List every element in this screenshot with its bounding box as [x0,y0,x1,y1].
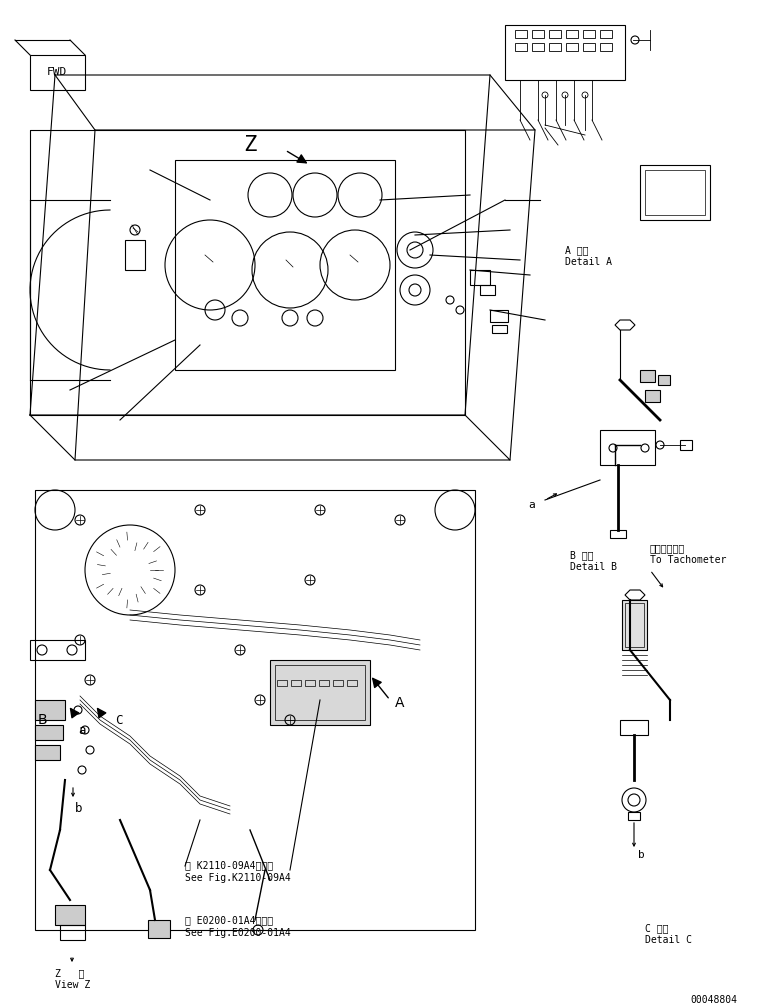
Text: A 詳細: A 詳細 [565,245,588,255]
Bar [583,30,595,38]
Bar [35,725,63,740]
Bar [600,43,612,51]
Bar [470,270,490,285]
Bar [532,30,544,38]
Bar [490,310,508,322]
Bar [549,30,561,38]
Bar [515,43,527,51]
Bar [505,25,625,80]
Bar [622,600,647,650]
Text: Detail A: Detail A [565,257,612,267]
Bar [305,680,315,686]
Bar [125,240,145,270]
Text: 第 K2110-09A4図参照: 第 K2110-09A4図参照 [185,860,273,870]
Bar [532,43,544,51]
Bar [35,490,475,930]
Bar [148,920,170,938]
Text: b: b [638,850,645,860]
Text: B 詳細: B 詳細 [570,550,594,560]
Bar [600,30,612,38]
Bar [645,390,660,402]
Text: C 詳細: C 詳細 [645,923,668,933]
Bar [640,370,655,382]
Bar [680,440,692,450]
Bar [319,680,329,686]
Bar [275,665,365,720]
Bar [600,430,655,465]
Bar [55,905,85,925]
Bar [566,43,578,51]
Text: タコメータへ: タコメータへ [650,543,686,553]
Text: See Fig.K2110-09A4: See Fig.K2110-09A4 [185,873,291,883]
Text: 00048804: 00048804 [690,995,737,1005]
Text: b: b [75,801,83,814]
Bar [640,165,710,220]
Text: a: a [78,724,86,737]
Bar [625,603,644,647]
Text: A: A [395,696,404,710]
Bar [277,680,287,686]
Text: Detail B: Detail B [570,562,617,572]
Bar [583,43,595,51]
Bar [30,640,85,660]
Bar [645,170,705,215]
Bar [35,745,60,760]
Text: Z   視: Z 視 [55,968,84,978]
Bar [620,720,648,735]
Text: a: a [528,500,535,510]
Bar [515,30,527,38]
Bar [270,660,370,725]
Bar [175,160,395,370]
Text: View Z: View Z [55,980,90,990]
Text: B: B [38,713,48,727]
Bar [566,30,578,38]
Bar [549,43,561,51]
Bar [480,285,495,295]
Bar [60,925,85,940]
Text: Z: Z [243,135,257,155]
Bar [333,680,343,686]
Text: To Tachometer: To Tachometer [650,555,726,565]
Bar [347,680,357,686]
Text: C: C [115,714,122,727]
Bar [610,530,626,538]
Bar [291,680,301,686]
Bar [35,700,65,720]
Text: See Fig.E0200-01A4: See Fig.E0200-01A4 [185,928,291,938]
Bar [30,55,85,90]
Text: 第 E0200-01A4図参照: 第 E0200-01A4図参照 [185,915,273,925]
Bar [492,325,507,333]
Text: Detail C: Detail C [645,935,692,946]
Text: FWD: FWD [47,67,67,77]
Bar [658,375,670,385]
Bar [628,812,640,820]
